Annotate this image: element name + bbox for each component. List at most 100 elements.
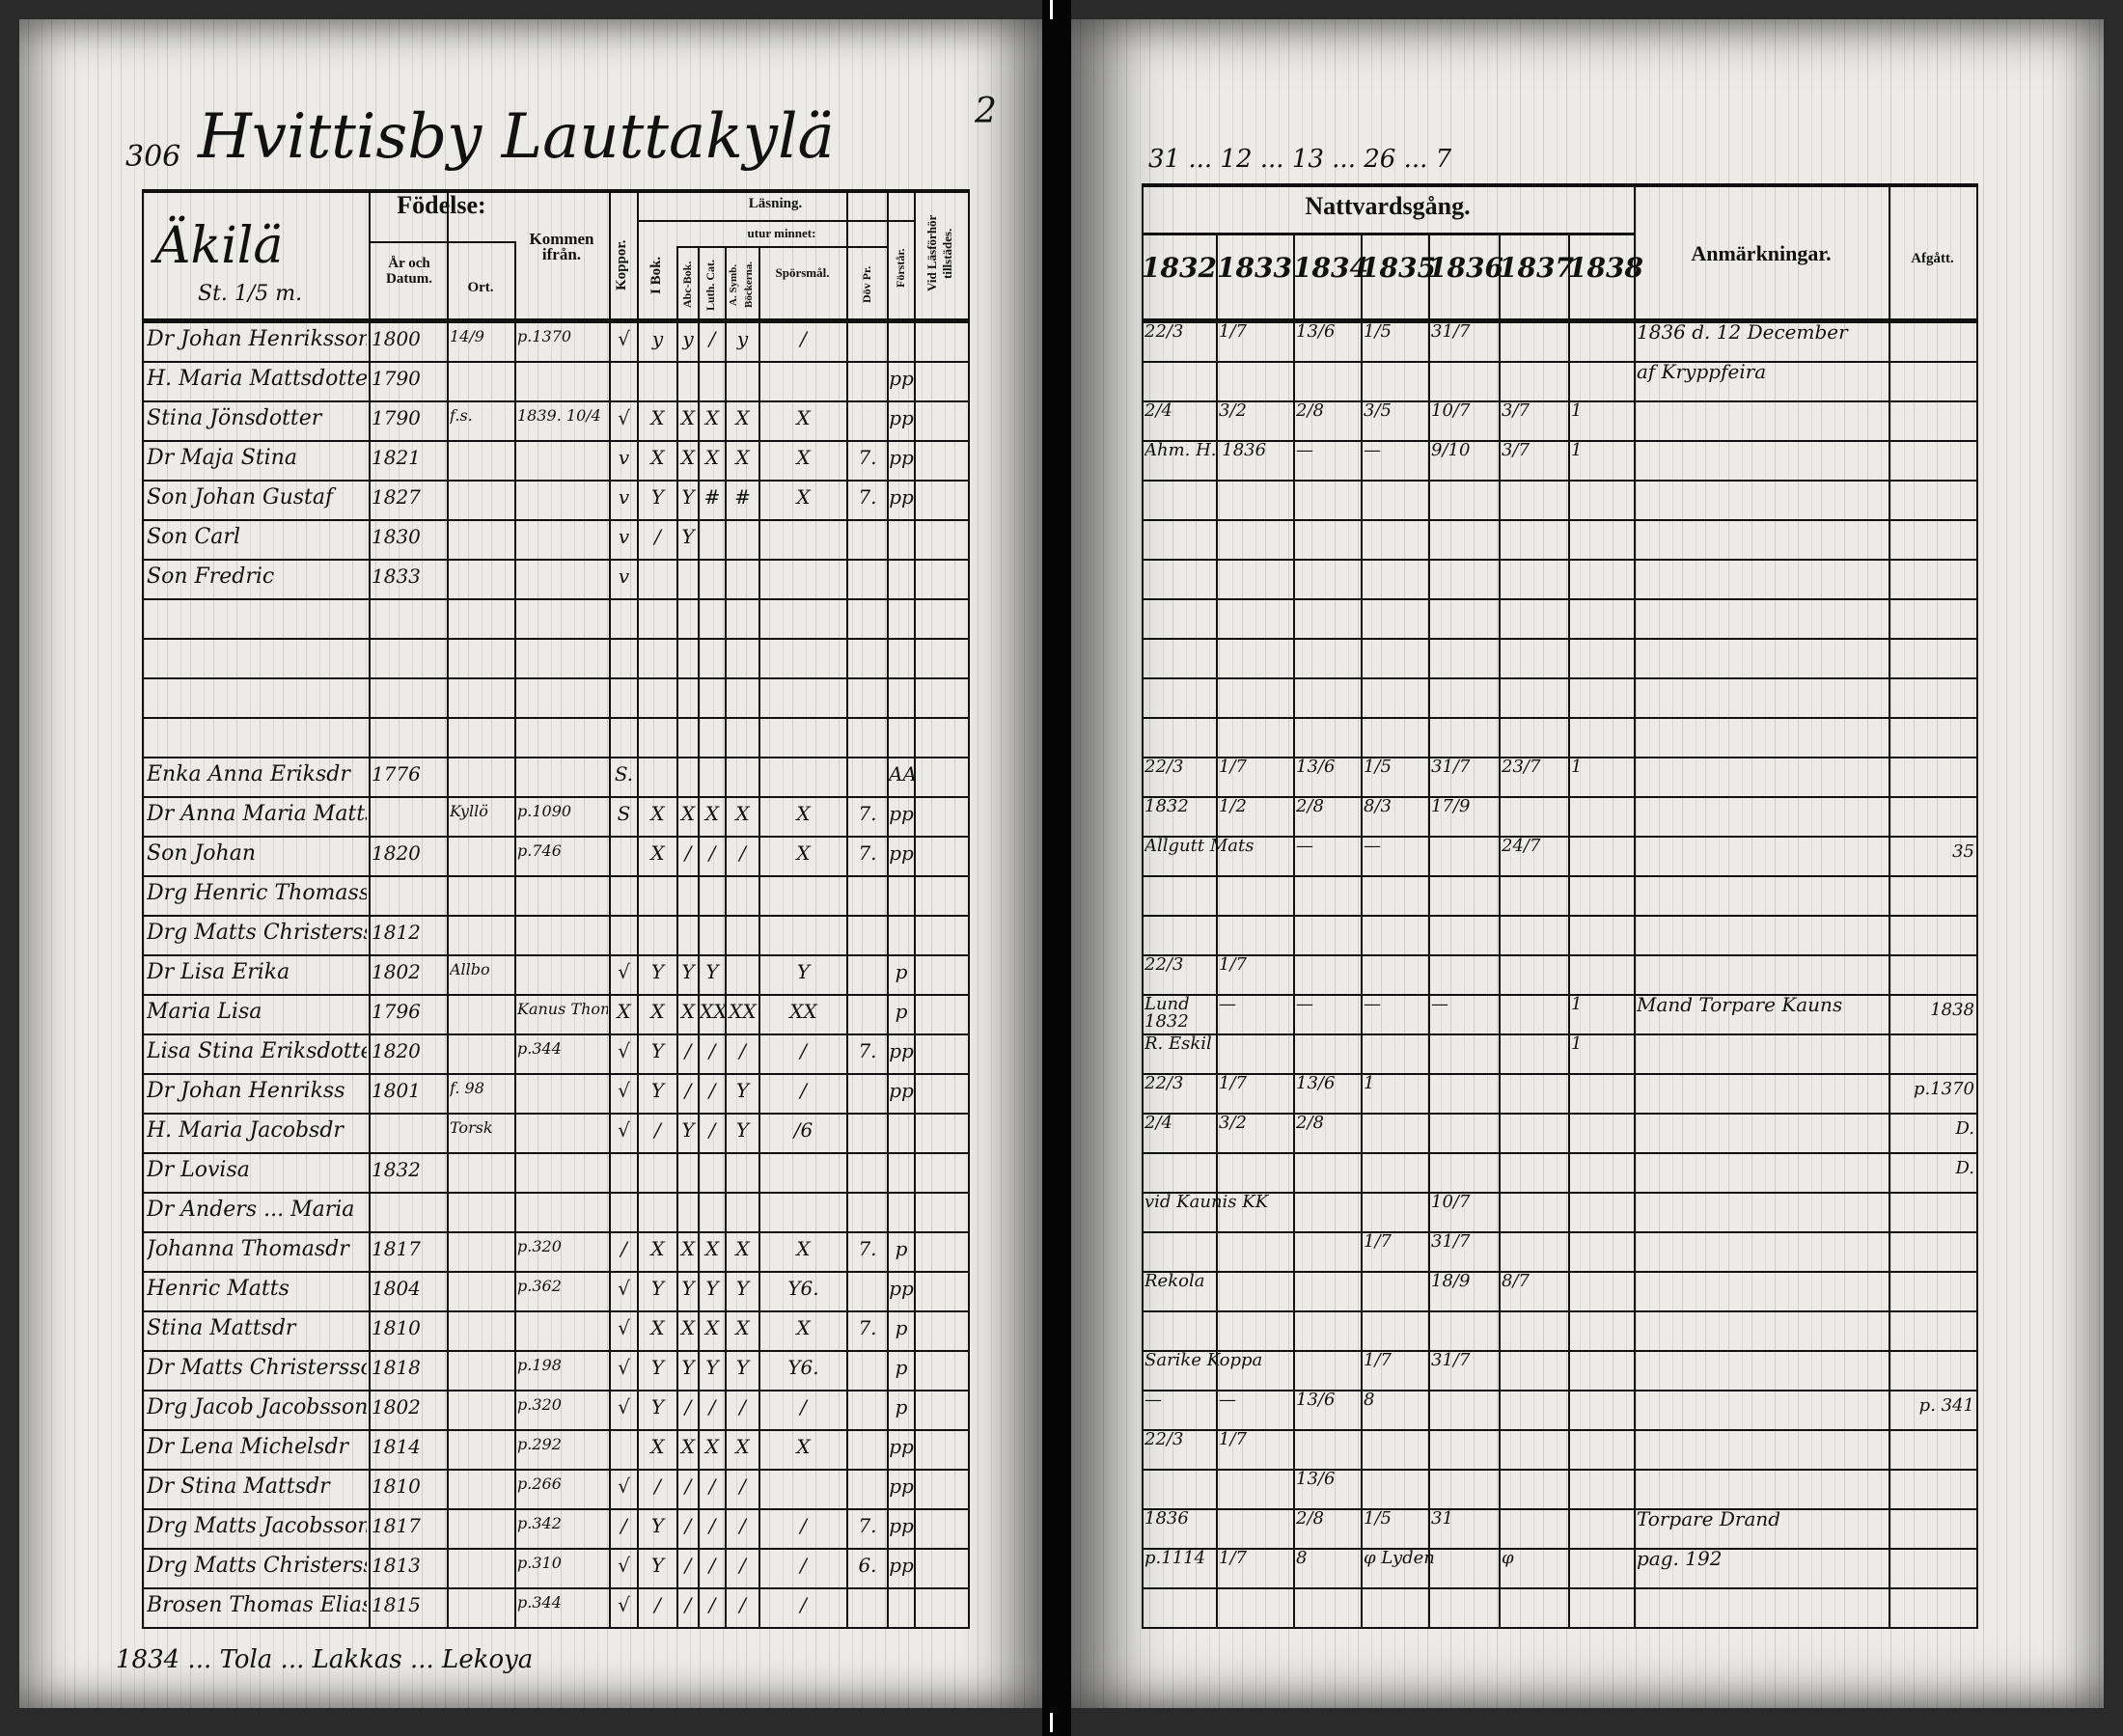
reading-mark: X bbox=[650, 1237, 665, 1260]
communion-date: 31/7 bbox=[1431, 323, 1471, 342]
row-line bbox=[1142, 1587, 1978, 1589]
reading-mark: Y bbox=[650, 1079, 665, 1102]
reading-mark: / bbox=[684, 1554, 692, 1577]
reading-mark: Y bbox=[650, 485, 665, 509]
communion-date: 22/3 bbox=[1144, 1431, 1184, 1449]
reading-mark: AAA bbox=[889, 762, 914, 785]
homestead-name: Äkilä bbox=[154, 217, 284, 275]
communion-date: φ Lyden bbox=[1364, 1550, 1435, 1568]
reading-mark: / bbox=[739, 1039, 746, 1062]
birth-year: 1814 bbox=[372, 1435, 421, 1458]
communion-date: Rekola bbox=[1144, 1273, 1205, 1291]
person-name: Stina Jönsdotter bbox=[147, 406, 322, 430]
birth-year: 1800 bbox=[372, 327, 421, 350]
column-line bbox=[609, 189, 611, 1627]
column-line bbox=[968, 189, 970, 1627]
reading-mark: √ bbox=[618, 1356, 630, 1379]
communion-date: Allgutt Mats bbox=[1144, 838, 1254, 856]
communion-date: φ bbox=[1502, 1550, 1514, 1568]
communion-date: 1832 bbox=[1144, 798, 1189, 816]
came-from: p.1370 bbox=[517, 327, 572, 345]
birth-year: 1813 bbox=[372, 1554, 421, 1577]
row-line bbox=[1142, 400, 1978, 402]
reading-mark: X bbox=[796, 841, 811, 865]
birth-year: 1790 bbox=[372, 406, 421, 429]
communion-date: 1/5 bbox=[1364, 323, 1392, 342]
birth-year: 1820 bbox=[372, 841, 421, 865]
person-name: Drg Matts Jacobsson bbox=[147, 1514, 367, 1538]
reading-mark: √ bbox=[618, 960, 630, 983]
person-name: Drg Henric Thomasson bbox=[147, 881, 367, 905]
reading-mark: √ bbox=[618, 327, 630, 350]
row-line bbox=[142, 836, 970, 838]
reading-mark: v bbox=[618, 565, 630, 588]
person-name: Dr Lisa Erika bbox=[147, 960, 290, 984]
reading-mark: pp bbox=[889, 1039, 914, 1062]
reading-mark: pp bbox=[889, 1554, 914, 1577]
communion-date: 9/10 bbox=[1431, 442, 1471, 460]
reading-mark: pp bbox=[889, 367, 914, 390]
year-header: 1838 bbox=[1568, 252, 1643, 284]
came-from: p.310 bbox=[517, 1554, 562, 1572]
came-from: p.1090 bbox=[517, 802, 572, 820]
came-from: p.320 bbox=[517, 1395, 562, 1414]
row-line bbox=[1142, 954, 1978, 956]
reading-mark: / bbox=[684, 1474, 692, 1498]
person-name: Son Fredric bbox=[147, 565, 275, 589]
reading-mark: pp bbox=[889, 841, 914, 865]
row-line bbox=[142, 1627, 970, 1629]
communion-date: — bbox=[1296, 996, 1313, 1014]
header-vid-lasforhor: Vid Läsförhör tillstädes. bbox=[924, 214, 954, 292]
birth-year: 1817 bbox=[372, 1237, 421, 1260]
reading-mark: Y bbox=[735, 1079, 750, 1102]
reading-mark: X bbox=[650, 802, 665, 825]
row-line bbox=[1142, 717, 1978, 719]
column-line bbox=[1976, 183, 1978, 1627]
reading-mark: X bbox=[680, 1237, 696, 1260]
row-line bbox=[142, 717, 970, 719]
reading-mark: X bbox=[796, 802, 811, 825]
reading-mark: pp bbox=[889, 1435, 914, 1458]
communion-date: 13/6 bbox=[1296, 1392, 1336, 1410]
person-name: Dr Stina Mattsdr bbox=[147, 1474, 330, 1499]
row-line bbox=[1142, 598, 1978, 600]
header-sporsmal: Spörsmål. bbox=[775, 265, 830, 280]
reading-mark: y bbox=[651, 327, 664, 350]
communion-date: 1/2 bbox=[1219, 798, 1247, 816]
person-name: Son Johan bbox=[147, 841, 256, 866]
row-line bbox=[142, 1469, 970, 1471]
reading-mark: 7. bbox=[858, 446, 877, 469]
reading-mark: / bbox=[708, 1593, 716, 1616]
person-name: Dr Anders ... Maria bbox=[147, 1198, 355, 1222]
person-name: Drg Matts Christersson bbox=[147, 1554, 367, 1578]
header-ort: Ort. bbox=[467, 280, 494, 295]
person-name: Dr Johan Henriksson bbox=[147, 327, 367, 351]
communion-date: 8/7 bbox=[1502, 1273, 1530, 1291]
reading-mark: Y6. bbox=[787, 1277, 819, 1300]
reading-mark: X bbox=[650, 841, 665, 865]
row-line bbox=[142, 321, 970, 323]
row-line bbox=[142, 915, 970, 917]
column-line bbox=[447, 189, 449, 1627]
header-koppor: Koppor. bbox=[614, 239, 629, 291]
header-luth-cat: Luth. Cat. bbox=[703, 259, 717, 311]
birth-year: 1804 bbox=[372, 1277, 421, 1300]
reading-mark: X bbox=[680, 446, 696, 469]
reading-mark: X bbox=[704, 1237, 720, 1260]
reading-mark: / bbox=[800, 1554, 807, 1577]
person-name: Johanna Thomasdr bbox=[147, 1237, 349, 1261]
birth-year: 1802 bbox=[372, 960, 421, 983]
reading-mark: / bbox=[684, 1593, 692, 1616]
reading-mark: p bbox=[895, 960, 908, 983]
reading-mark: Y bbox=[681, 1356, 695, 1379]
row-line bbox=[1142, 836, 1978, 838]
birth-year: 1833 bbox=[372, 565, 421, 588]
reading-mark: Y bbox=[650, 1356, 665, 1379]
row-line bbox=[142, 677, 970, 679]
row-line bbox=[142, 1113, 970, 1115]
row-line bbox=[142, 994, 970, 996]
communion-date: 1/7 bbox=[1219, 1550, 1247, 1568]
row-line bbox=[1142, 1508, 1978, 1510]
reading-mark: Y bbox=[650, 1039, 665, 1062]
departed-note: D. bbox=[1955, 1118, 1974, 1139]
